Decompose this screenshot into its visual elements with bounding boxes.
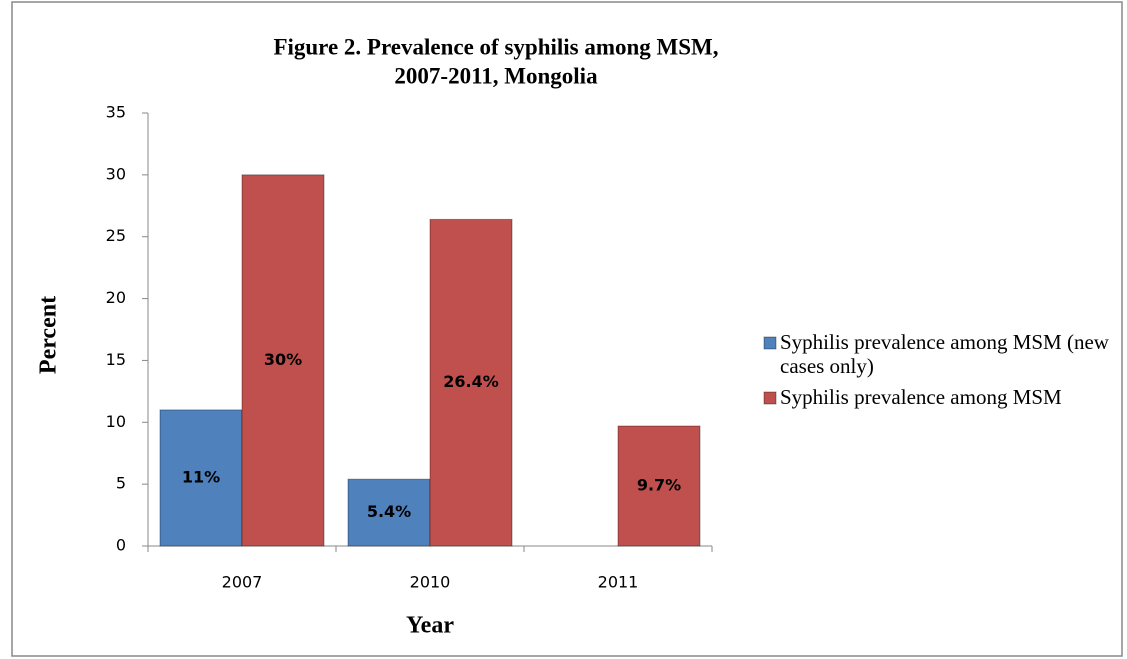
y-tick-label: 25 xyxy=(106,226,126,245)
y-tick-label: 10 xyxy=(106,412,126,431)
legend-swatch xyxy=(763,391,777,405)
bar xyxy=(617,425,701,547)
data-label: 5.4% xyxy=(367,502,411,521)
bar xyxy=(429,218,513,547)
chart-title: 2007-2011, Mongolia xyxy=(394,63,598,88)
chart-title: Figure 2. Prevalence of syphilis among M… xyxy=(273,34,718,59)
legend-entry: Syphilis prevalence among MSM xyxy=(780,385,1062,409)
y-tick-label: 5 xyxy=(116,474,126,493)
data-label: 11% xyxy=(182,467,220,486)
y-axis-title: Percent xyxy=(36,296,62,374)
legend-swatch xyxy=(763,336,777,350)
x-tick-label: 2010 xyxy=(410,573,451,592)
x-tick-label: 2011 xyxy=(598,573,639,592)
y-tick-label: 0 xyxy=(116,536,126,555)
y-tick-label: 15 xyxy=(106,350,126,369)
bar xyxy=(241,174,325,547)
legend-label: Syphilis prevalence among MSM (new cases… xyxy=(780,330,1109,378)
bar xyxy=(347,478,431,547)
x-tick-label: 2007 xyxy=(222,573,263,592)
chart-frame xyxy=(11,1,1123,657)
data-label: 9.7% xyxy=(637,475,681,494)
y-tick-label: 20 xyxy=(106,288,126,307)
y-tick-label: 35 xyxy=(106,103,126,122)
legend-entry: Syphilis prevalence among MSM (new cases… xyxy=(780,330,1109,378)
data-label: 26.4% xyxy=(443,372,499,391)
data-label: 30% xyxy=(264,350,302,369)
x-axis-title: Year xyxy=(406,613,454,639)
y-tick-label: 30 xyxy=(106,164,126,183)
legend-label: Syphilis prevalence among MSM xyxy=(780,385,1062,409)
